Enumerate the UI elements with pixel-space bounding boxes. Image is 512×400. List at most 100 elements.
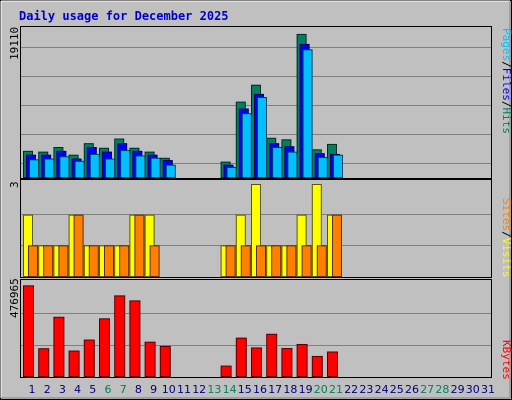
x-tick-label-day-30: 30 (466, 383, 480, 396)
hits-bar-pages-day-2 (44, 158, 55, 179)
x-tick-label-day-4: 4 (74, 383, 81, 396)
hits-bar-pages-day-1 (29, 159, 39, 179)
visits-bar-sites-day-6 (104, 245, 114, 277)
x-tick-label-day-28: 28 (435, 383, 449, 396)
visits-bar-sites-day-1 (28, 245, 38, 277)
bars-layer (23, 33, 343, 378)
x-tick-label-day-19: 19 (299, 383, 313, 396)
x-tick-label-day-1: 1 (29, 383, 36, 396)
hits-legend-item-4: Hits (500, 108, 512, 135)
kbytes-bar-kbytes-day-16 (251, 347, 262, 377)
kbytes-bar-kbytes-day-15 (235, 337, 247, 377)
kbytes-bar-kbytes-day-18 (281, 348, 293, 378)
x-tick-label-day-16: 16 (253, 383, 267, 396)
x-tick-label-day-5: 5 (89, 383, 96, 396)
visits-bar-sites-day-7 (119, 245, 130, 277)
visits-max-label: 3 (8, 181, 21, 188)
hits-legend: Pages/Files/Hits (500, 28, 512, 134)
hits-bar-pages-day-8 (135, 155, 146, 178)
visits-bar-sites-day-15 (240, 245, 251, 277)
visits-bar-sites-day-14 (225, 245, 236, 277)
hits-bar-pages-day-18 (287, 151, 298, 179)
kbytes-bar-kbytes-day-10 (159, 345, 171, 377)
hits-max-label: 19110 (8, 27, 21, 60)
kbytes-bar-kbytes-day-9 (144, 341, 156, 377)
visits-bar-sites-day-2 (43, 245, 54, 277)
visits-legend-item-0: Sites (500, 198, 512, 231)
x-tick-label-day-10: 10 (162, 383, 176, 396)
visits-legend-item-2: Visits (500, 238, 512, 278)
hits-legend-item-3: / (500, 101, 512, 108)
x-tick-label-day-21: 21 (329, 383, 343, 396)
hits-bar-pages-day-9 (150, 157, 161, 178)
x-tick-label-day-12: 12 (192, 383, 206, 396)
x-tick-label-day-29: 29 (451, 383, 465, 396)
kbytes-bar-kbytes-day-5 (83, 339, 95, 377)
x-tick-label-day-18: 18 (283, 383, 297, 396)
kbytes-bar-kbytes-day-4 (68, 350, 80, 377)
visits-bar-sites-day-8 (134, 214, 145, 278)
kbytes-bar-kbytes-day-3 (53, 316, 65, 377)
x-tick-label-day-7: 7 (120, 383, 127, 396)
visits-bar-sites-day-5 (88, 245, 99, 277)
hits-bar-pages-day-20 (317, 157, 328, 178)
kbytes-bar-kbytes-day-7 (114, 295, 126, 377)
x-tick-label-day-26: 26 (405, 383, 419, 396)
x-tick-label-day-15: 15 (238, 383, 252, 396)
x-tick-label-day-25: 25 (390, 383, 404, 396)
x-tick-label-day-3: 3 (59, 383, 66, 396)
kbytes-bar-kbytes-day-2 (38, 348, 50, 377)
hits-bar-pages-day-17 (272, 147, 283, 178)
hits-legend-item-2: Files (500, 68, 512, 101)
hits-bar-pages-day-14 (226, 167, 237, 178)
x-tick-label-day-22: 22 (344, 383, 358, 396)
kbytes-bar-kbytes-day-8 (129, 300, 141, 377)
kbytes-legend-item-0: KBytes (500, 340, 512, 380)
visits-bar-sites-day-17 (271, 245, 282, 277)
visits-bar-sites-day-9 (149, 245, 160, 277)
x-tick-label-day-8: 8 (135, 383, 142, 396)
kbytes-legend: KBytes (500, 340, 512, 380)
visits-bar-sites-day-3 (58, 245, 69, 277)
x-tick-label-day-14: 14 (223, 383, 237, 396)
kbytes-bar-kbytes-day-19 (296, 343, 308, 377)
kbytes-bar-kbytes-day-17 (266, 333, 278, 377)
kbytes-max-label: 476965 (8, 278, 21, 318)
x-tick-label-day-23: 23 (359, 383, 373, 396)
hits-bar-pages-day-5 (89, 153, 100, 179)
x-tick-label-day-11: 11 (177, 383, 191, 396)
x-tick-label-day-17: 17 (268, 383, 282, 396)
hits-bar-pages-day-4 (74, 160, 85, 179)
hits-bar-pages-day-15 (241, 113, 252, 178)
hits-bar-pages-day-21 (333, 154, 343, 178)
hits-bar-pages-day-7 (120, 150, 131, 178)
visits-bar-sites-day-18 (286, 245, 297, 277)
x-tick-label-day-13: 13 (207, 383, 221, 396)
x-tick-label-day-6: 6 (105, 383, 112, 396)
kbytes-bar-kbytes-day-1 (23, 285, 34, 377)
hits-legend-item-1: / (500, 61, 512, 68)
visits-bar-sites-day-21 (332, 214, 342, 278)
x-axis-labels: 1 2 3 4 5 6 7 8 9 10 11 12 13 14 15 16 17 18 19 20 21 22 23 24 2… (29, 383, 496, 396)
visits-legend: Sites/Visits (500, 198, 512, 278)
hits-bar-pages-day-6 (105, 158, 115, 179)
x-tick-label-day-9: 9 (150, 383, 157, 396)
hits-bar-pages-day-16 (257, 97, 267, 178)
x-tick-label-day-27: 27 (420, 383, 434, 396)
hits-legend-item-0: Pages (500, 28, 512, 61)
x-tick-label-day-24: 24 (375, 383, 389, 396)
kbytes-bar-kbytes-day-21 (327, 351, 338, 378)
hits-bar-pages-day-3 (59, 156, 70, 179)
x-tick-label-day-20: 20 (314, 383, 328, 396)
kbytes-bar-kbytes-day-14 (220, 365, 232, 377)
kbytes-bar-kbytes-day-6 (99, 318, 110, 377)
visits-bar-sites-day-20 (316, 245, 327, 277)
visits-bar-sites-day-19 (301, 245, 312, 277)
x-tick-label-day-31: 31 (481, 383, 495, 396)
visits-bar-sites-day-4 (73, 214, 84, 278)
chart-title: Daily usage for December 2025 (19, 9, 229, 23)
x-tick-label-day-2: 2 (44, 383, 51, 396)
visits-bar-sites-day-16 (256, 245, 266, 277)
